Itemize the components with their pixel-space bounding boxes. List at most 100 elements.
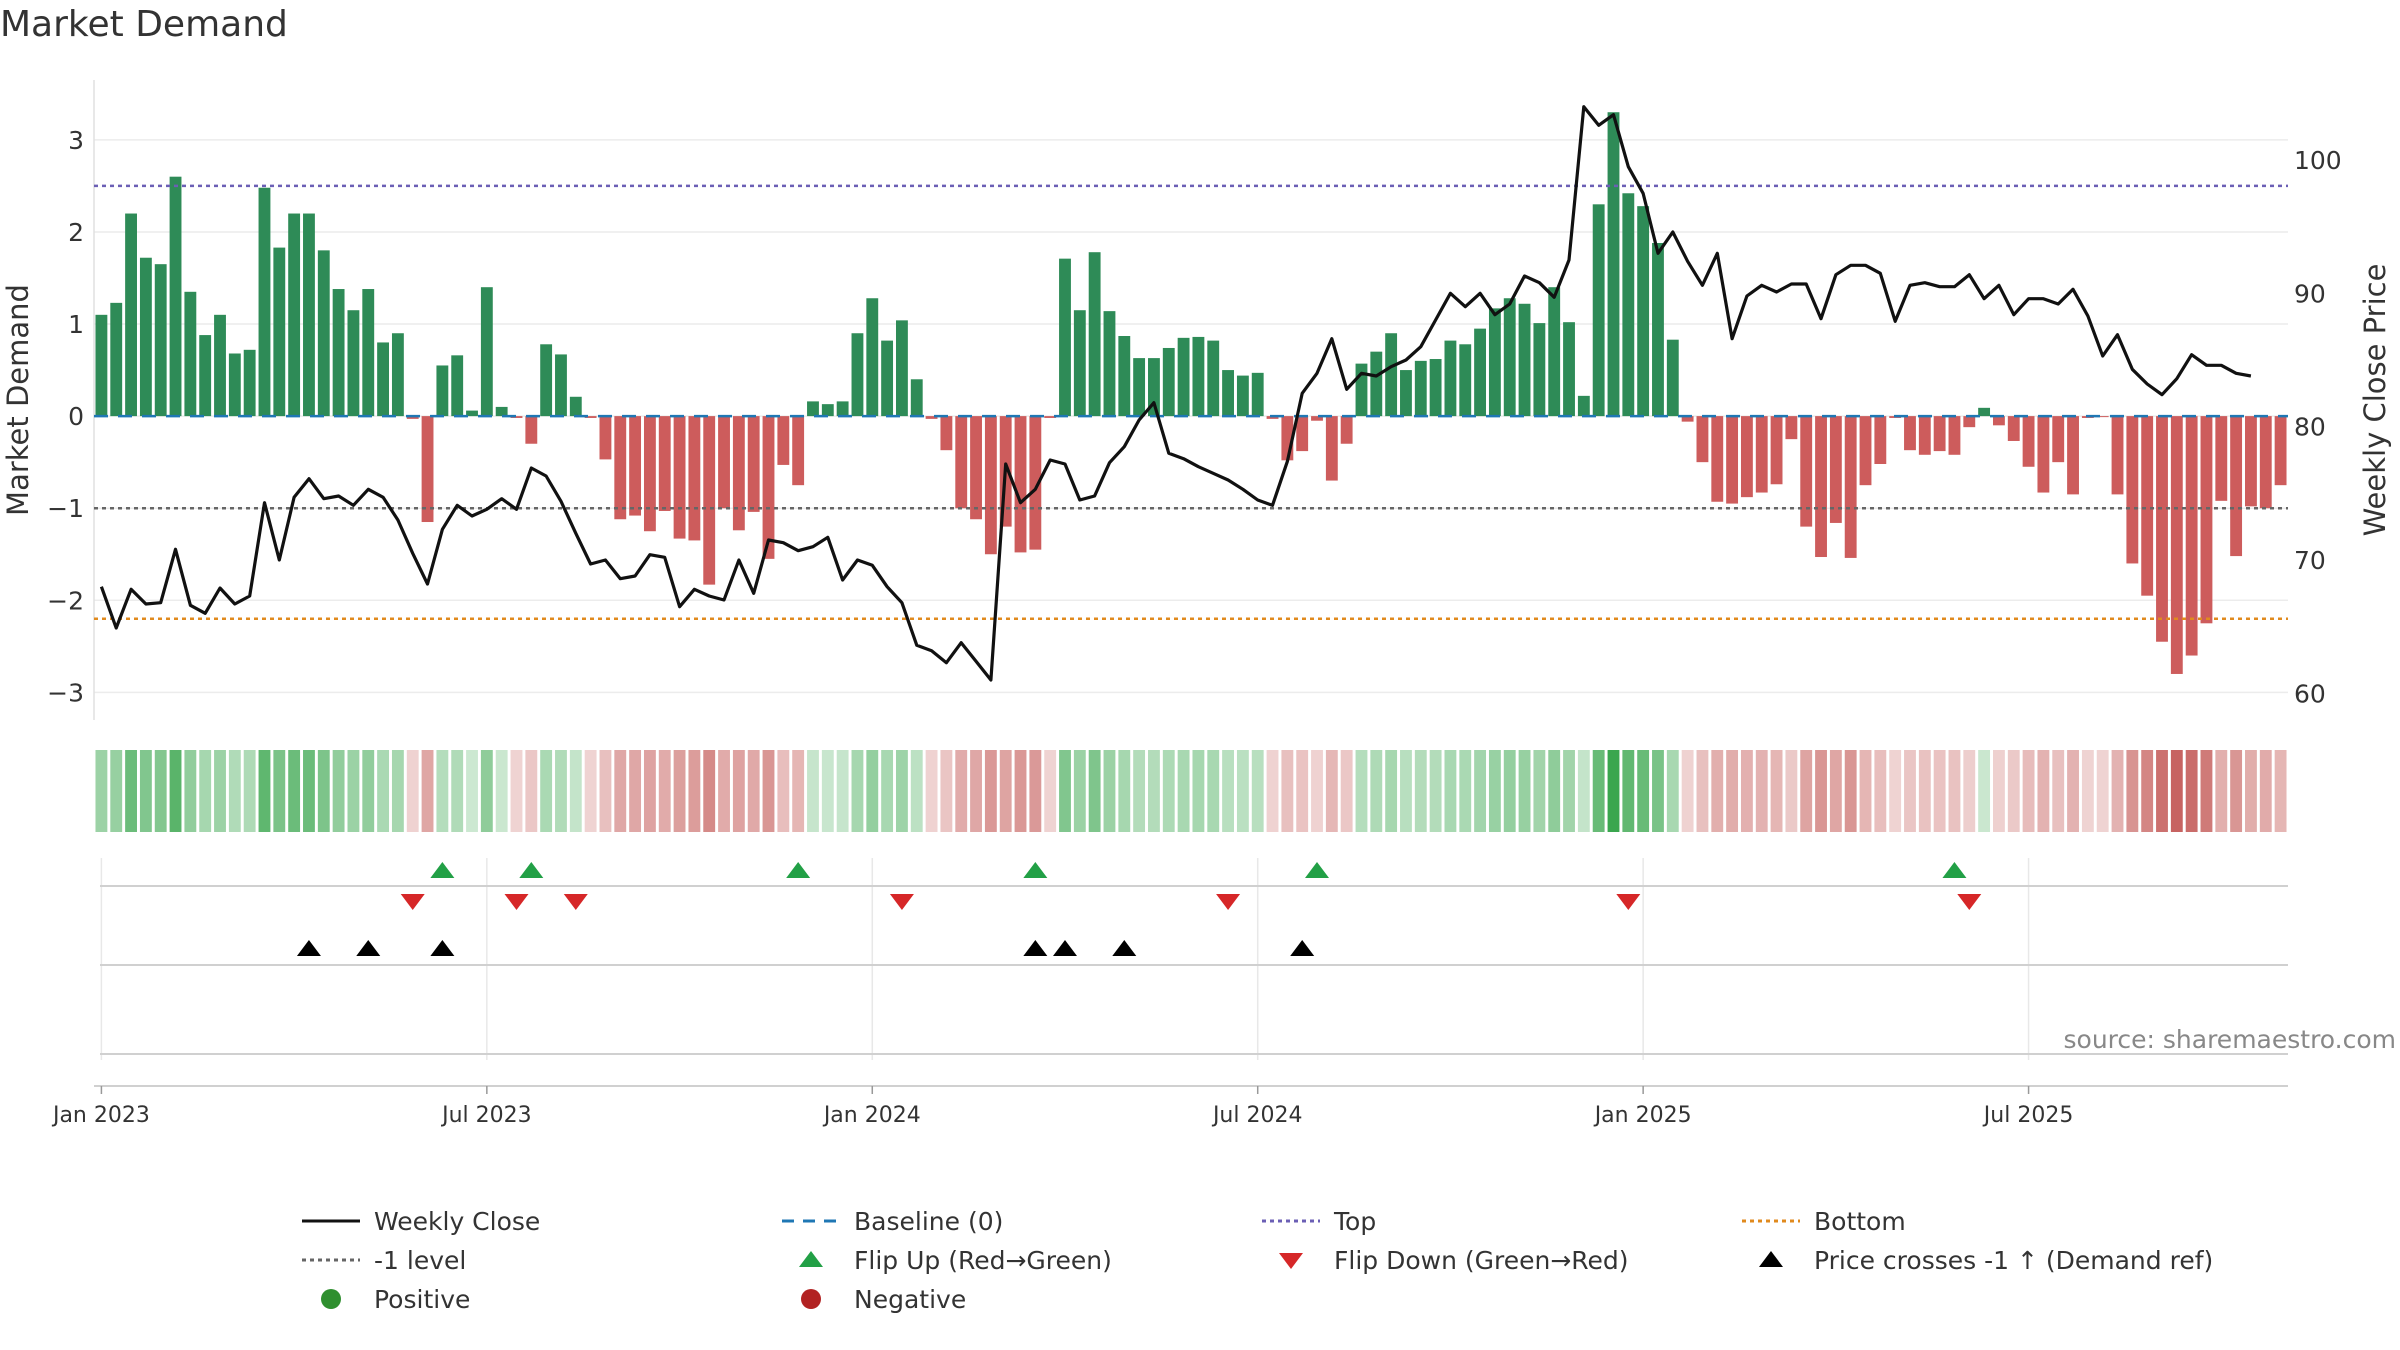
flip-up-marker [1023,862,1048,878]
y-tick-label: −3 [47,678,84,707]
demand-bar [243,349,256,417]
demand-bar [688,416,701,541]
heat-cell [1073,750,1086,832]
demand-bar [1296,416,1309,452]
demand-bar [1577,395,1590,417]
heat-cell [1177,750,1190,832]
demand-bar [1978,407,1991,417]
heat-cell [2259,750,2272,832]
heat-cell [1296,750,1309,832]
heat-cell [2067,750,2079,832]
demand-bar [1148,358,1160,417]
demand-bar [1459,344,1472,417]
demand-bar [1073,310,1086,417]
demand-bar [199,335,212,417]
flip-down-marker [563,894,588,910]
demand-bar [614,416,627,520]
demand-bar [1652,242,1664,417]
heat-cell [1414,750,1427,832]
demand-bar [1414,360,1427,417]
heat-cell [1622,750,1635,832]
heat-cell [1844,750,1857,832]
line-dotted-purple-icon [1262,1219,1320,1223]
demand-bar [1800,416,1813,527]
heat-cell [970,750,982,832]
y-tick-label: 3 [68,126,84,155]
y-tick-label: −1 [47,494,84,523]
demand-bar [139,257,152,417]
demand-bar [1948,416,1961,455]
heat-cell [1266,750,1279,832]
legend-item: Negative [780,1283,966,1315]
demand-bar [214,314,226,417]
flip-down-marker [1616,894,1641,910]
heat-cell [1978,750,1991,832]
demand-bar [2170,416,2183,674]
legend-item: Top [1260,1205,1376,1237]
flip-up-marker [1942,862,1967,878]
y-tick-label: 0 [68,402,84,431]
demand-bar [1503,298,1516,417]
demand-bar [1118,336,1131,417]
heat-cell [1148,750,1160,832]
heat-cell [940,750,953,832]
demand-bar [555,354,567,417]
heat-cell [436,750,449,832]
demand-bar [821,404,834,417]
source-label: source: sharemaestro.com [2064,1025,2397,1054]
demand-bar [1133,358,1146,417]
demand-bar [228,353,241,417]
line-dashed-blue-icon [782,1219,840,1223]
demand-bar [2096,416,2109,418]
heat-cell [1607,750,1620,832]
heat-cell [2081,750,2094,832]
y2-tick-label: 100 [2294,146,2342,175]
x-tick-label: Jan 2025 [1593,1103,1692,1128]
demand-bar [1400,370,1412,417]
heat-cell [1503,750,1516,832]
heat-cell [1133,750,1146,832]
demand-bar [1844,416,1857,558]
weekly-close-line [99,105,2252,682]
y-tick-label: −2 [47,586,84,615]
demand-bar [1963,416,1976,428]
heat-cell [1044,750,1057,832]
heat-cell [1207,750,1220,832]
legend-label: -1 level [374,1245,467,1275]
demand-bar [1222,370,1234,417]
flip-down-marker [889,894,914,910]
demand-bar [436,365,449,417]
heat-cell [1385,750,1398,832]
heat-cell [525,750,538,832]
heat-cell [1014,750,1027,832]
heat-cell [1577,750,1590,832]
heat-cell [1533,750,1546,832]
demand-bar [2052,416,2065,463]
heat-cell [955,750,968,832]
heat-cell [1118,750,1131,832]
heat-cell [288,750,301,832]
heat-cell [1829,750,1842,832]
demand-bar [303,213,315,417]
demand-bar [273,247,286,417]
demand-bar [643,416,656,532]
heat-cell [540,750,553,832]
line-solid-black-icon [302,1219,360,1223]
demand-bar [1548,287,1561,417]
demand-bar [110,302,123,417]
demand-bar [762,416,775,559]
demand-bar [1103,311,1116,417]
demand-bar [2126,416,2139,564]
flip-down-marker [504,894,529,910]
legend-label: Top [1334,1206,1377,1236]
demand-bar [1637,206,1650,417]
heat-cell [1444,750,1457,832]
heat-cell [406,750,419,832]
price-cross-marker [1290,940,1315,956]
heat-cell [2185,750,2198,832]
heat-cell [362,750,375,832]
demand-bar [1904,416,1916,451]
heat-cell [495,750,508,832]
demand-bar [2259,416,2272,509]
